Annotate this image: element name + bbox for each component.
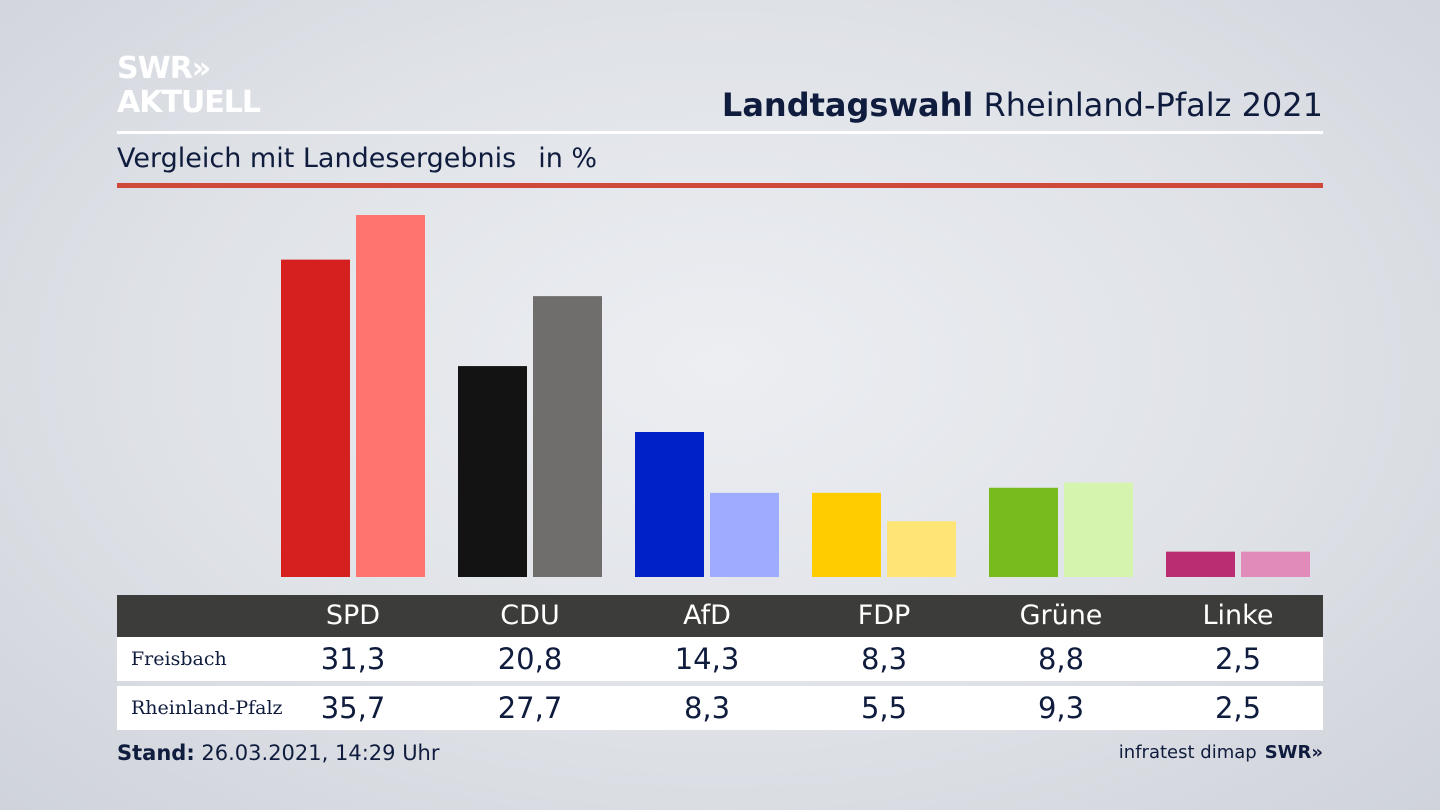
bar-fdp-series-2 xyxy=(887,521,956,577)
subtitle-text: Vergleich mit Landesergebnis xyxy=(117,143,517,174)
results-table: SPD CDU AfD FDP Grüne Linke Freisbach 31,3 20,8… xyxy=(117,595,1323,730)
value-label: 5,5 xyxy=(860,691,908,725)
subtitle-unit: in % xyxy=(538,143,598,174)
subtitle-divider xyxy=(117,183,1323,188)
category-label-linke: Linke xyxy=(1202,600,1274,631)
table-row: Freisbach 31,3 20,8 14,3 8,3 8,8 2,5 xyxy=(117,637,1323,681)
logo-line-1: SWR» xyxy=(117,51,211,86)
value-label: 8,8 xyxy=(1037,642,1085,676)
table-row: Rheinland-Pfalz 35,7 27,7 8,3 5,5 9,3 2,5 xyxy=(117,686,1323,730)
timestamp: Stand: 26.03.2021, 14:29 Uhr xyxy=(117,741,440,765)
category-label-afd: AfD xyxy=(683,600,731,631)
title-rest: Rheinland-Pfalz 2021 xyxy=(983,86,1323,124)
bar-afd-series-2 xyxy=(710,492,779,577)
row-label: Rheinland-Pfalz xyxy=(131,697,283,719)
stand-value: 26.03.2021, 14:29 Uhr xyxy=(201,741,440,765)
bar-chart xyxy=(281,215,1310,577)
category-label-cdu: CDU xyxy=(500,600,560,631)
category-label-spd: SPD xyxy=(325,600,381,631)
bar-linke-series-1 xyxy=(1166,551,1235,577)
value-label: 20,8 xyxy=(497,642,563,676)
page-title: Landtagswahl Rheinland-Pfalz 2021 xyxy=(722,86,1323,124)
value-label: 9,3 xyxy=(1037,691,1085,725)
value-label: 27,7 xyxy=(497,691,563,725)
chart-subtitle: Vergleich mit Landesergebnis in % xyxy=(117,143,597,174)
title-bold: Landtagswahl xyxy=(721,86,974,124)
bar-spd-series-1 xyxy=(281,259,350,577)
source-credit: infratest dimap SWR» xyxy=(1119,742,1323,763)
table-header: SPD CDU AfD FDP Grüne Linke xyxy=(117,595,1323,637)
bar-cdu-series-2 xyxy=(533,296,602,577)
logo-line-2: AKTUELL xyxy=(117,85,261,120)
bar-fdp-series-1 xyxy=(812,492,881,577)
value-label: 2,5 xyxy=(1214,642,1262,676)
header-divider xyxy=(117,131,1323,134)
value-label: 8,3 xyxy=(683,691,731,725)
value-label: 35,7 xyxy=(320,691,386,725)
value-label: 14,3 xyxy=(674,642,740,676)
value-label: 2,5 xyxy=(1214,691,1262,725)
swr-aktuell-logo: SWR» AKTUELL xyxy=(117,51,261,120)
value-label: 8,3 xyxy=(860,642,908,676)
bar-cdu-series-1 xyxy=(458,366,527,577)
bar-linke-series-2 xyxy=(1241,551,1310,577)
bar-grne-series-2 xyxy=(1064,482,1133,577)
swr-brand-logo: SWR» xyxy=(1264,742,1323,763)
bar-grne-series-1 xyxy=(989,487,1058,577)
row-label: Freisbach xyxy=(131,648,227,670)
bar-spd-series-2 xyxy=(356,215,425,577)
bar-afd-series-1 xyxy=(635,431,704,577)
value-label: 31,3 xyxy=(320,642,386,676)
category-label-grne: Grüne xyxy=(1019,600,1103,631)
category-label-fdp: FDP xyxy=(857,600,911,631)
source-text: infratest dimap xyxy=(1118,742,1257,763)
stand-label: Stand: xyxy=(117,741,195,765)
